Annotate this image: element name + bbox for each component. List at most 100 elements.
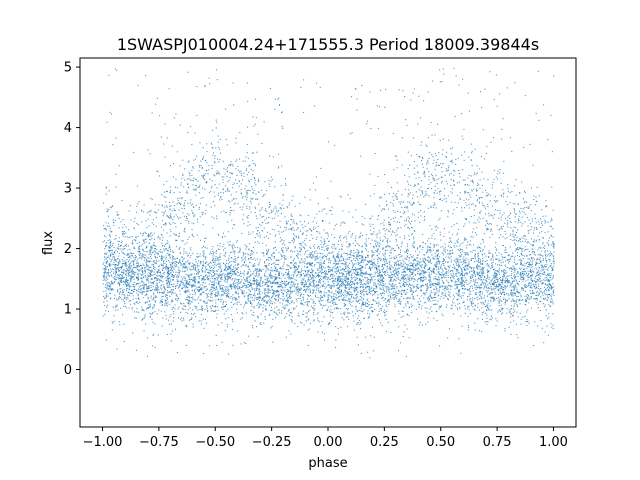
data-point — [397, 227, 399, 229]
data-point — [457, 241, 459, 243]
data-point — [524, 300, 526, 302]
data-point — [413, 238, 415, 240]
data-point — [355, 294, 357, 296]
data-point — [421, 271, 423, 273]
data-point — [307, 273, 309, 275]
data-point — [403, 281, 405, 283]
data-point — [260, 322, 262, 324]
data-point — [141, 243, 143, 245]
data-point — [336, 292, 338, 294]
data-point — [342, 299, 344, 301]
data-point — [457, 194, 459, 196]
data-point — [387, 238, 389, 240]
data-point — [458, 181, 460, 183]
data-point — [149, 305, 151, 307]
data-point — [520, 208, 522, 210]
data-point — [400, 316, 402, 318]
data-point — [275, 269, 277, 271]
data-point — [499, 264, 501, 266]
data-point — [171, 330, 173, 332]
data-point — [200, 320, 202, 322]
data-point — [392, 132, 394, 134]
data-point — [546, 325, 548, 327]
data-point — [141, 274, 143, 276]
data-point — [369, 313, 371, 315]
data-point — [546, 260, 548, 262]
data-point — [509, 192, 511, 194]
data-point — [331, 277, 333, 279]
data-point — [269, 281, 271, 283]
data-point — [216, 345, 218, 347]
data-point — [410, 306, 412, 308]
data-point — [189, 307, 191, 309]
data-point — [499, 292, 501, 294]
data-point — [319, 280, 321, 282]
data-point — [120, 221, 122, 223]
data-point — [470, 244, 472, 246]
data-point — [178, 248, 180, 250]
data-point — [152, 307, 154, 309]
data-point — [352, 300, 354, 302]
data-point — [184, 168, 186, 170]
data-point — [541, 283, 543, 285]
data-point — [488, 193, 490, 195]
data-point — [304, 248, 306, 250]
data-point — [270, 277, 272, 279]
data-point — [169, 235, 171, 237]
data-point — [249, 206, 251, 208]
data-point — [319, 271, 321, 273]
data-point — [224, 306, 226, 308]
data-point — [319, 264, 321, 266]
data-point — [478, 258, 480, 260]
data-point — [183, 205, 185, 207]
data-point — [339, 195, 341, 197]
data-point — [457, 303, 459, 305]
data-point — [526, 293, 528, 295]
data-point — [139, 282, 141, 284]
data-point — [324, 260, 326, 262]
data-point — [382, 241, 384, 243]
data-point — [232, 278, 234, 280]
data-point — [151, 252, 153, 254]
data-point — [394, 270, 396, 272]
data-point — [373, 336, 375, 338]
data-point — [503, 272, 505, 274]
data-point — [110, 253, 112, 255]
data-point — [248, 285, 250, 287]
data-point — [226, 175, 228, 177]
data-point — [344, 279, 346, 281]
data-point — [169, 270, 171, 272]
data-point — [422, 285, 424, 287]
data-point — [331, 252, 333, 254]
data-point — [331, 246, 333, 248]
data-point — [129, 236, 131, 238]
data-point — [351, 278, 353, 280]
data-point — [312, 270, 314, 272]
data-point — [415, 185, 417, 187]
data-point — [154, 296, 156, 298]
data-point — [216, 263, 218, 265]
data-point — [331, 300, 333, 302]
data-point — [440, 246, 442, 248]
data-point — [293, 264, 295, 266]
data-point — [137, 279, 139, 281]
data-point — [551, 267, 553, 269]
data-point — [410, 279, 412, 281]
data-point — [255, 326, 257, 328]
data-point — [122, 227, 124, 229]
data-point — [492, 259, 494, 261]
data-point — [444, 251, 446, 253]
data-point — [163, 287, 165, 289]
data-point — [194, 285, 196, 287]
data-point — [235, 160, 237, 162]
data-point — [489, 222, 491, 224]
data-point — [379, 281, 381, 283]
data-point — [483, 283, 485, 285]
data-point — [212, 287, 214, 289]
data-point — [418, 156, 420, 158]
data-point — [371, 263, 373, 265]
data-point — [389, 260, 391, 262]
data-point — [535, 222, 537, 224]
data-point — [388, 283, 390, 285]
data-point — [413, 185, 415, 187]
